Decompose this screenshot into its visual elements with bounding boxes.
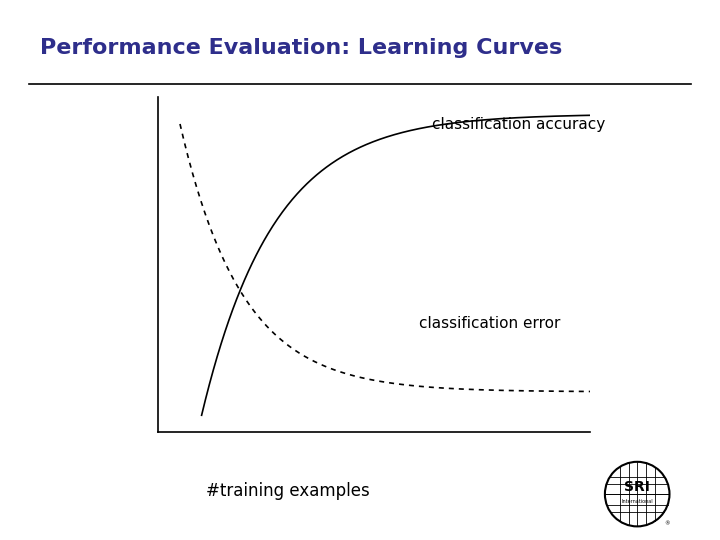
Circle shape (605, 462, 670, 526)
Text: #training examples: #training examples (206, 482, 370, 501)
Text: classification error: classification error (419, 316, 560, 332)
Text: SRI: SRI (624, 480, 650, 494)
Text: classification accuracy: classification accuracy (432, 117, 605, 132)
Text: International: International (621, 498, 653, 504)
Text: ®: ® (664, 521, 670, 526)
Text: Performance Evaluation: Learning Curves: Performance Evaluation: Learning Curves (40, 38, 562, 58)
